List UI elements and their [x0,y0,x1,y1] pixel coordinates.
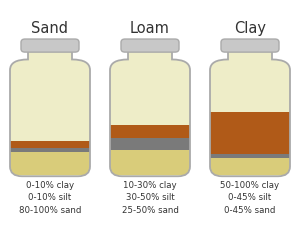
Polygon shape [210,154,290,158]
Polygon shape [110,72,190,125]
Text: Loam: Loam [130,21,170,36]
Text: 0-10% clay
0-10% silt
80-100% sand: 0-10% clay 0-10% silt 80-100% sand [19,180,81,214]
Polygon shape [210,113,290,154]
PathPatch shape [10,52,90,176]
Polygon shape [10,148,90,152]
Text: Sand: Sand [32,21,68,36]
Text: Clay: Clay [234,21,266,36]
FancyBboxPatch shape [221,40,279,53]
PathPatch shape [110,52,190,176]
Polygon shape [110,150,190,175]
Polygon shape [10,72,90,142]
Text: 10-30% clay
30-50% silt
25-50% sand: 10-30% clay 30-50% silt 25-50% sand [122,180,178,214]
Polygon shape [110,139,190,150]
FancyBboxPatch shape [121,40,179,53]
Polygon shape [210,158,290,175]
Polygon shape [110,125,190,139]
Polygon shape [10,142,90,148]
FancyBboxPatch shape [21,40,79,53]
Polygon shape [10,152,90,175]
Polygon shape [210,72,290,113]
Text: 50-100% clay
0-45% silt
0-45% sand: 50-100% clay 0-45% silt 0-45% sand [220,180,280,214]
PathPatch shape [210,52,290,176]
